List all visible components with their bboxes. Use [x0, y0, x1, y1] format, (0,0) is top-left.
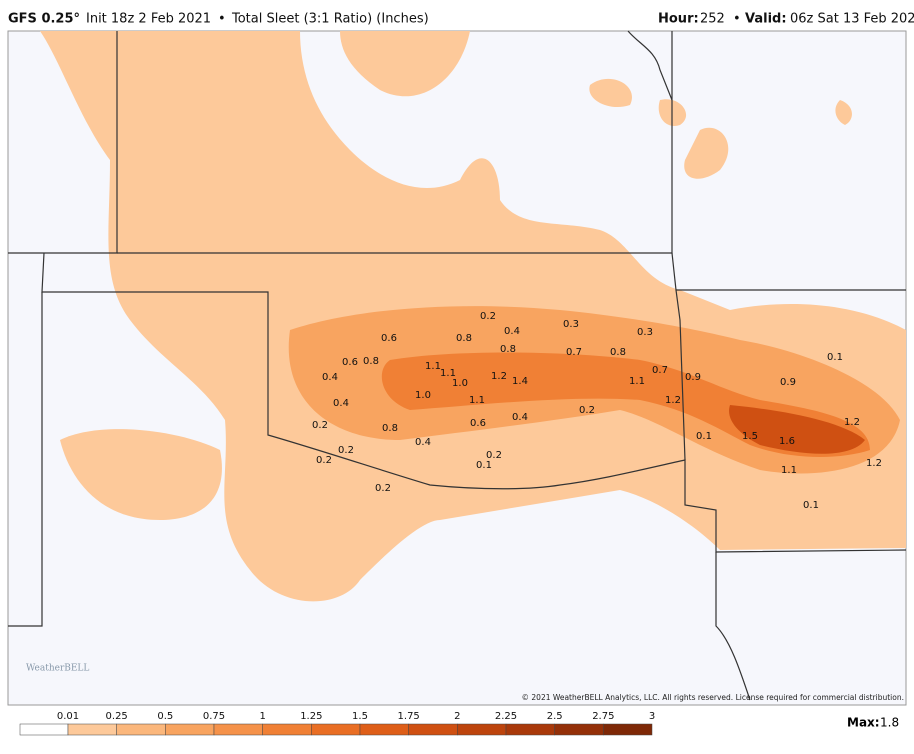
map-label: 0.4: [415, 437, 431, 448]
colorbar-tick: 1.75: [398, 711, 420, 722]
map-label: 1.2: [844, 417, 860, 428]
map-label: 0.7: [652, 365, 668, 376]
colorbar-tick: 0.75: [203, 711, 225, 722]
map-label: 1.2: [665, 395, 681, 406]
map-label: 0.4: [322, 372, 338, 383]
bullet: •: [733, 12, 741, 27]
map-label: 0.4: [504, 326, 520, 337]
colorbar-swatch: [19, 723, 69, 736]
colorbar: 0.01 0.25 0.5 0.75 1 1.25 1.5 1.75 2 2.25 2.5 2.75 3: [19, 711, 655, 736]
colorbar-tick: 0.01: [57, 711, 79, 722]
map-label: 0.1: [696, 431, 712, 442]
colorbar-swatch: [262, 723, 312, 736]
map-labels: 0.20.40.30.30.6 0.80.8 0.7 0.80.6 0.8 1.11.1 0…: [312, 311, 882, 511]
map-label: 1.5: [742, 431, 758, 442]
logo: WeatherBELL: [26, 664, 89, 674]
map-label: 0.8: [363, 356, 379, 367]
map-label: 0.2: [480, 311, 496, 322]
hour: 252: [700, 12, 725, 27]
map-label: 0.4: [333, 398, 349, 409]
map-label: 0.1: [803, 500, 819, 511]
map-label: 0.2: [579, 405, 595, 416]
shade-max: [729, 405, 865, 454]
shade-light: [340, 31, 470, 97]
colorbar-swatch: [359, 723, 409, 736]
map-label: 1.1: [469, 395, 485, 406]
max-label: Max:: [847, 716, 880, 730]
max-value: 1.8: [880, 716, 899, 730]
state-borders: [8, 30, 907, 701]
map-label: 1.2: [491, 371, 507, 382]
valid-label: Valid:: [745, 12, 787, 27]
colorbar-swatch: [554, 723, 604, 736]
map-label: 0.8: [610, 347, 626, 358]
colorbar-tick: 2: [454, 711, 460, 722]
valid: 06z Sat 13 Feb 2021: [790, 12, 914, 27]
map-label: 0.4: [512, 412, 528, 423]
init: Init 18z 2 Feb 2021: [86, 12, 211, 27]
colorbar-tick: 1.25: [300, 711, 322, 722]
product: Total Sleet (3:1 Ratio) (Inches): [231, 12, 429, 27]
shade-light: [60, 429, 222, 520]
colorbar-swatch: [213, 723, 263, 736]
copyright: © 2021 WeatherBELL Analytics, LLC. All r…: [522, 693, 904, 702]
map-label: 1.1: [629, 376, 645, 387]
map-label: 1.2: [866, 458, 882, 469]
bullet: •: [218, 12, 226, 27]
map-label: 1.1: [781, 465, 797, 476]
map-label: 1.1: [440, 368, 456, 379]
map-label: 1.4: [512, 376, 528, 387]
colorbar-swatch: [457, 723, 507, 736]
shade-light: [589, 78, 852, 179]
map-label: 0.6: [381, 333, 397, 344]
colorbar-tick: 2.25: [495, 711, 517, 722]
map-label: 0.2: [312, 420, 328, 431]
map-label: 1.1: [425, 361, 441, 372]
map-label: 0.8: [456, 333, 472, 344]
map-label: 0.2: [486, 450, 502, 461]
colorbar-swatch: [116, 723, 166, 736]
colorbar-tick: 1.5: [352, 711, 368, 722]
colorbar-tick: 1: [259, 711, 265, 722]
map-label: 0.1: [827, 352, 843, 363]
map-label: 1.6: [779, 436, 795, 447]
map-label: 0.2: [338, 445, 354, 456]
map-label: 0.2: [316, 455, 332, 466]
map-label: 0.6: [470, 418, 486, 429]
colorbar-swatch: [603, 723, 653, 736]
map-label: 0.9: [685, 372, 701, 383]
colorbar-swatch: [165, 723, 215, 736]
colorbar-tick: 0.25: [106, 711, 128, 722]
colorbar-swatch: [408, 723, 458, 736]
map-label: 1.0: [415, 390, 431, 401]
map-label: 0.3: [637, 327, 653, 338]
map-label: 0.6: [342, 357, 358, 368]
colorbar-tick: 2.75: [592, 711, 614, 722]
map-label: 0.8: [382, 423, 398, 434]
map-label: 0.9: [780, 377, 796, 388]
colorbar-swatch: [505, 723, 555, 736]
colorbar-tick: 2.5: [547, 711, 563, 722]
map-label: 1.0: [452, 378, 468, 389]
colorbar-swatch: [67, 723, 117, 736]
map-label: 0.2: [375, 483, 391, 494]
map-label: 0.1: [476, 460, 492, 471]
colorbar-tick: 0.5: [157, 711, 173, 722]
map: WeatherBELL © 2021 WeatherBELL Analytics…: [7, 30, 907, 706]
map-label: 0.3: [563, 319, 579, 330]
colorbar-tick: 3: [649, 711, 655, 722]
model: GFS 0.25°: [8, 12, 80, 27]
map-label: 0.8: [500, 344, 516, 355]
colorbar-swatch: [311, 723, 361, 736]
map-label: 0.7: [566, 347, 582, 358]
hour-label: Hour:: [658, 12, 699, 27]
